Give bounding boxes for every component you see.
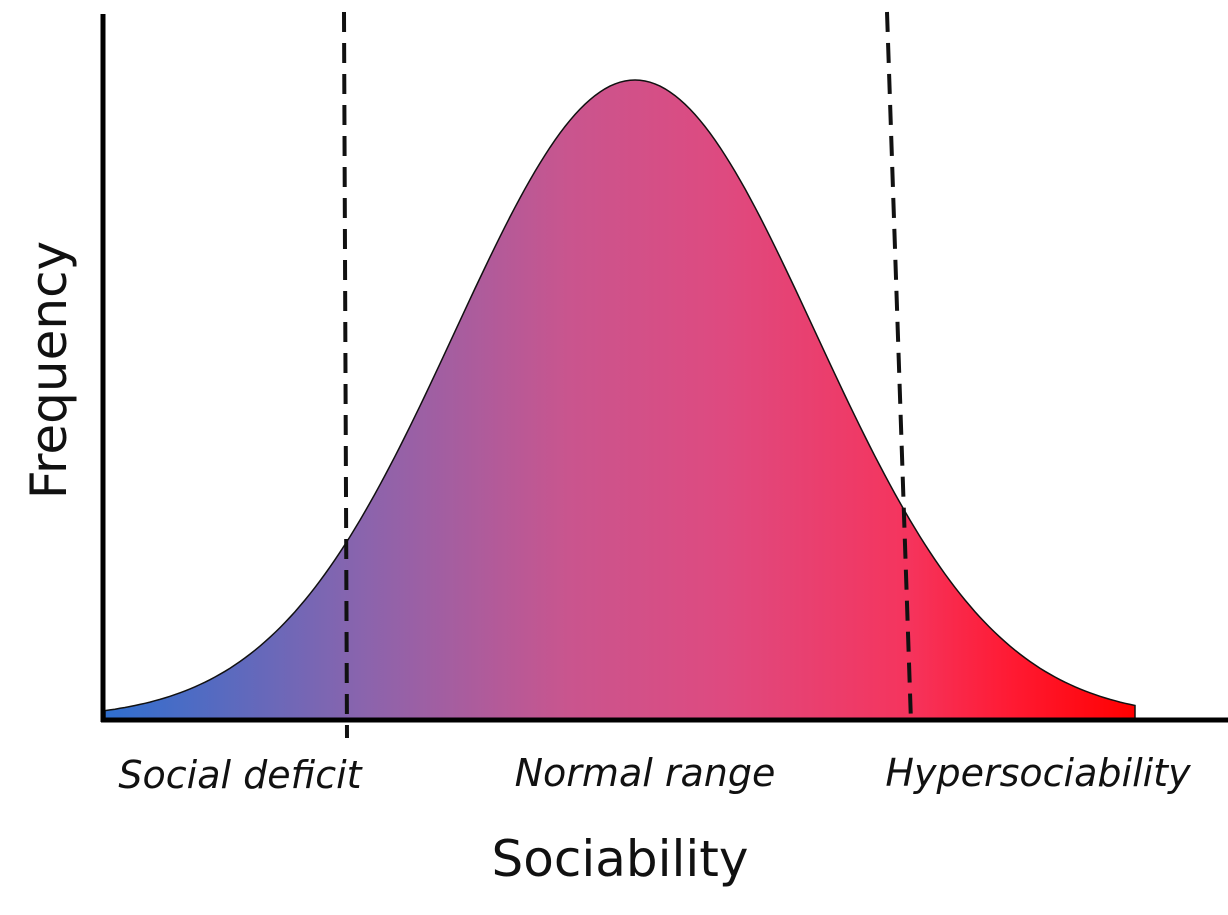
threshold-line xyxy=(885,11,913,723)
bell-curve xyxy=(104,79,1136,720)
y-axis-label: Frequency xyxy=(20,241,78,499)
threshold-line xyxy=(342,11,349,739)
region-label: Social deficit xyxy=(118,753,363,797)
region-label: Normal range xyxy=(515,751,776,795)
region-label: Hypersociability xyxy=(885,751,1191,795)
x-axis-label: Sociability xyxy=(492,830,749,888)
